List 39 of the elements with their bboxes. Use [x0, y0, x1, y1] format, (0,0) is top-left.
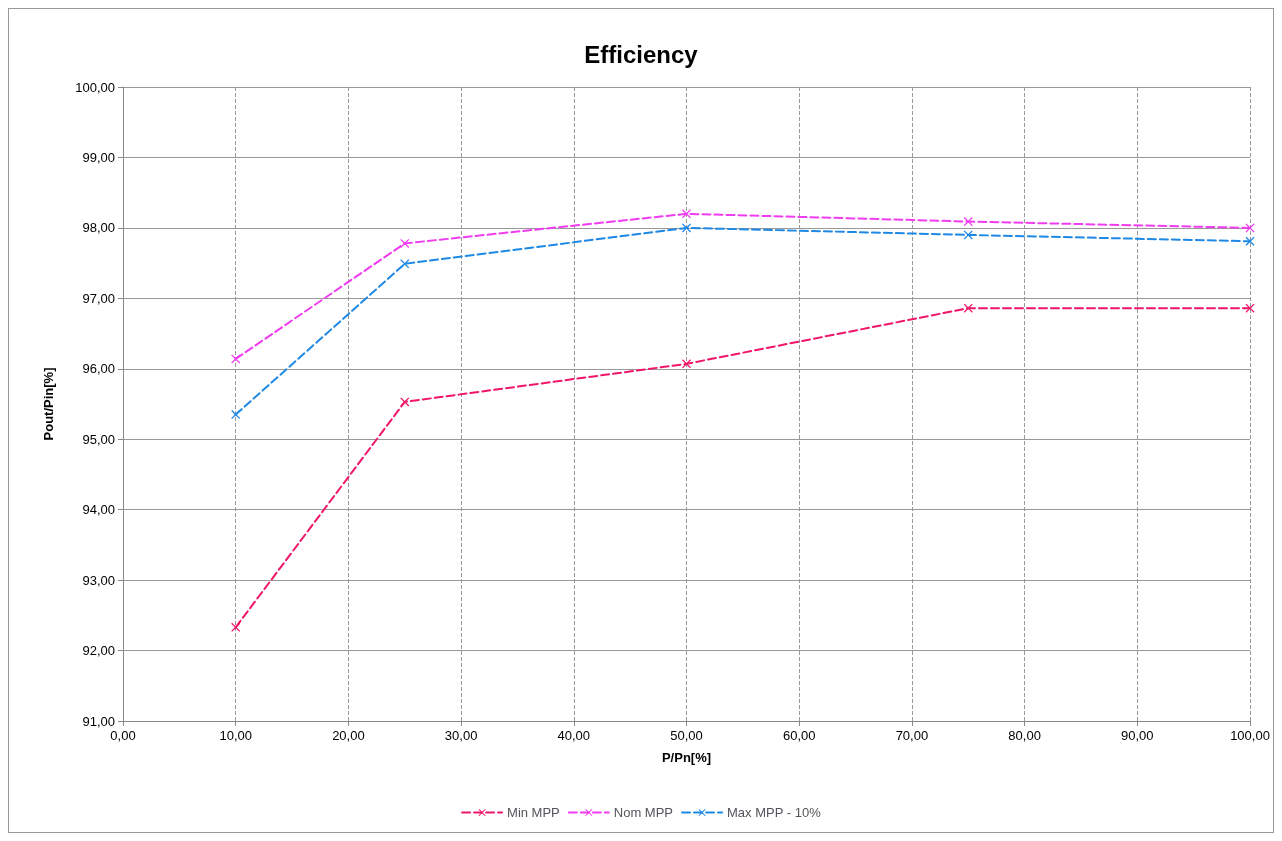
point — [963, 230, 973, 240]
x-axis-title: P/Pn[%] — [661, 750, 712, 765]
point — [231, 410, 241, 420]
legend-label: Min MPP — [507, 805, 560, 820]
x-tick-label: 60,00 — [782, 728, 816, 743]
legend-label: Max MPP - 10% — [727, 805, 822, 820]
y-tick-label: 93,00 — [82, 572, 115, 588]
x-tick-label: 0,00 — [110, 728, 136, 743]
y-tick-label: 94,00 — [82, 502, 115, 518]
chart-title: Efficiency — [584, 40, 699, 68]
x-tick-label: 90,00 — [1121, 728, 1154, 743]
x-tick-label: 50,00 — [670, 728, 703, 743]
point — [400, 238, 410, 248]
y-tick-label: 95,00 — [82, 431, 115, 447]
point — [400, 397, 410, 407]
x-tick-label: 70,00 — [895, 728, 929, 743]
x-tick-label: 100,00 — [1230, 728, 1270, 743]
y-tick-label: 96,00 — [82, 361, 115, 377]
y-tick-label: 91,00 — [82, 713, 115, 729]
point — [682, 359, 691, 369]
point — [231, 354, 241, 364]
y-tick-label: 97,00 — [82, 290, 115, 306]
y-tick-label: 99,00 — [82, 149, 115, 165]
point — [963, 217, 973, 227]
x-tick-label: 40,00 — [557, 728, 591, 743]
x-tick-label: 20,00 — [332, 728, 365, 743]
point — [1245, 236, 1255, 246]
y-tick-label: 100,00 — [75, 79, 115, 95]
x-tick-label: 80,00 — [1008, 728, 1041, 743]
legend-label: Nom MPP — [613, 805, 674, 820]
point — [1245, 303, 1255, 313]
point — [1245, 223, 1255, 233]
y-axis-title: Pout/Pin[%] — [41, 367, 56, 441]
point — [682, 209, 691, 219]
x-tick-label: 30,00 — [444, 728, 478, 743]
y-tick-label: 92,00 — [82, 643, 115, 659]
point — [682, 223, 691, 233]
y-tick-label: 98,00 — [82, 220, 115, 236]
x-tick-label: 10,00 — [219, 728, 252, 743]
